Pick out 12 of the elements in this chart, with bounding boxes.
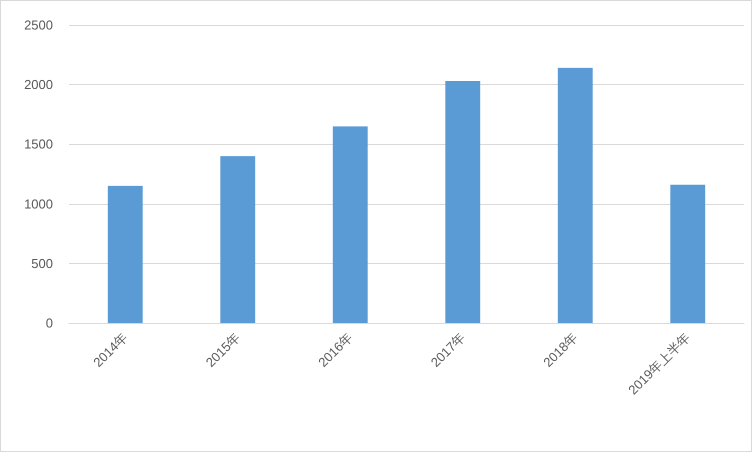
bar xyxy=(220,156,256,323)
bar xyxy=(332,126,368,323)
y-tick-label: 2000 xyxy=(24,77,53,92)
bar xyxy=(108,186,143,323)
y-tick-label: 1000 xyxy=(24,196,53,212)
y-tick-label: 1500 xyxy=(24,136,53,152)
y-tick-label: 500 xyxy=(31,256,53,271)
y-tick-label: 2500 xyxy=(24,18,53,32)
bar xyxy=(445,81,480,323)
y-tick-label: 0 xyxy=(46,316,53,330)
bar xyxy=(670,184,706,323)
bar xyxy=(558,68,593,323)
